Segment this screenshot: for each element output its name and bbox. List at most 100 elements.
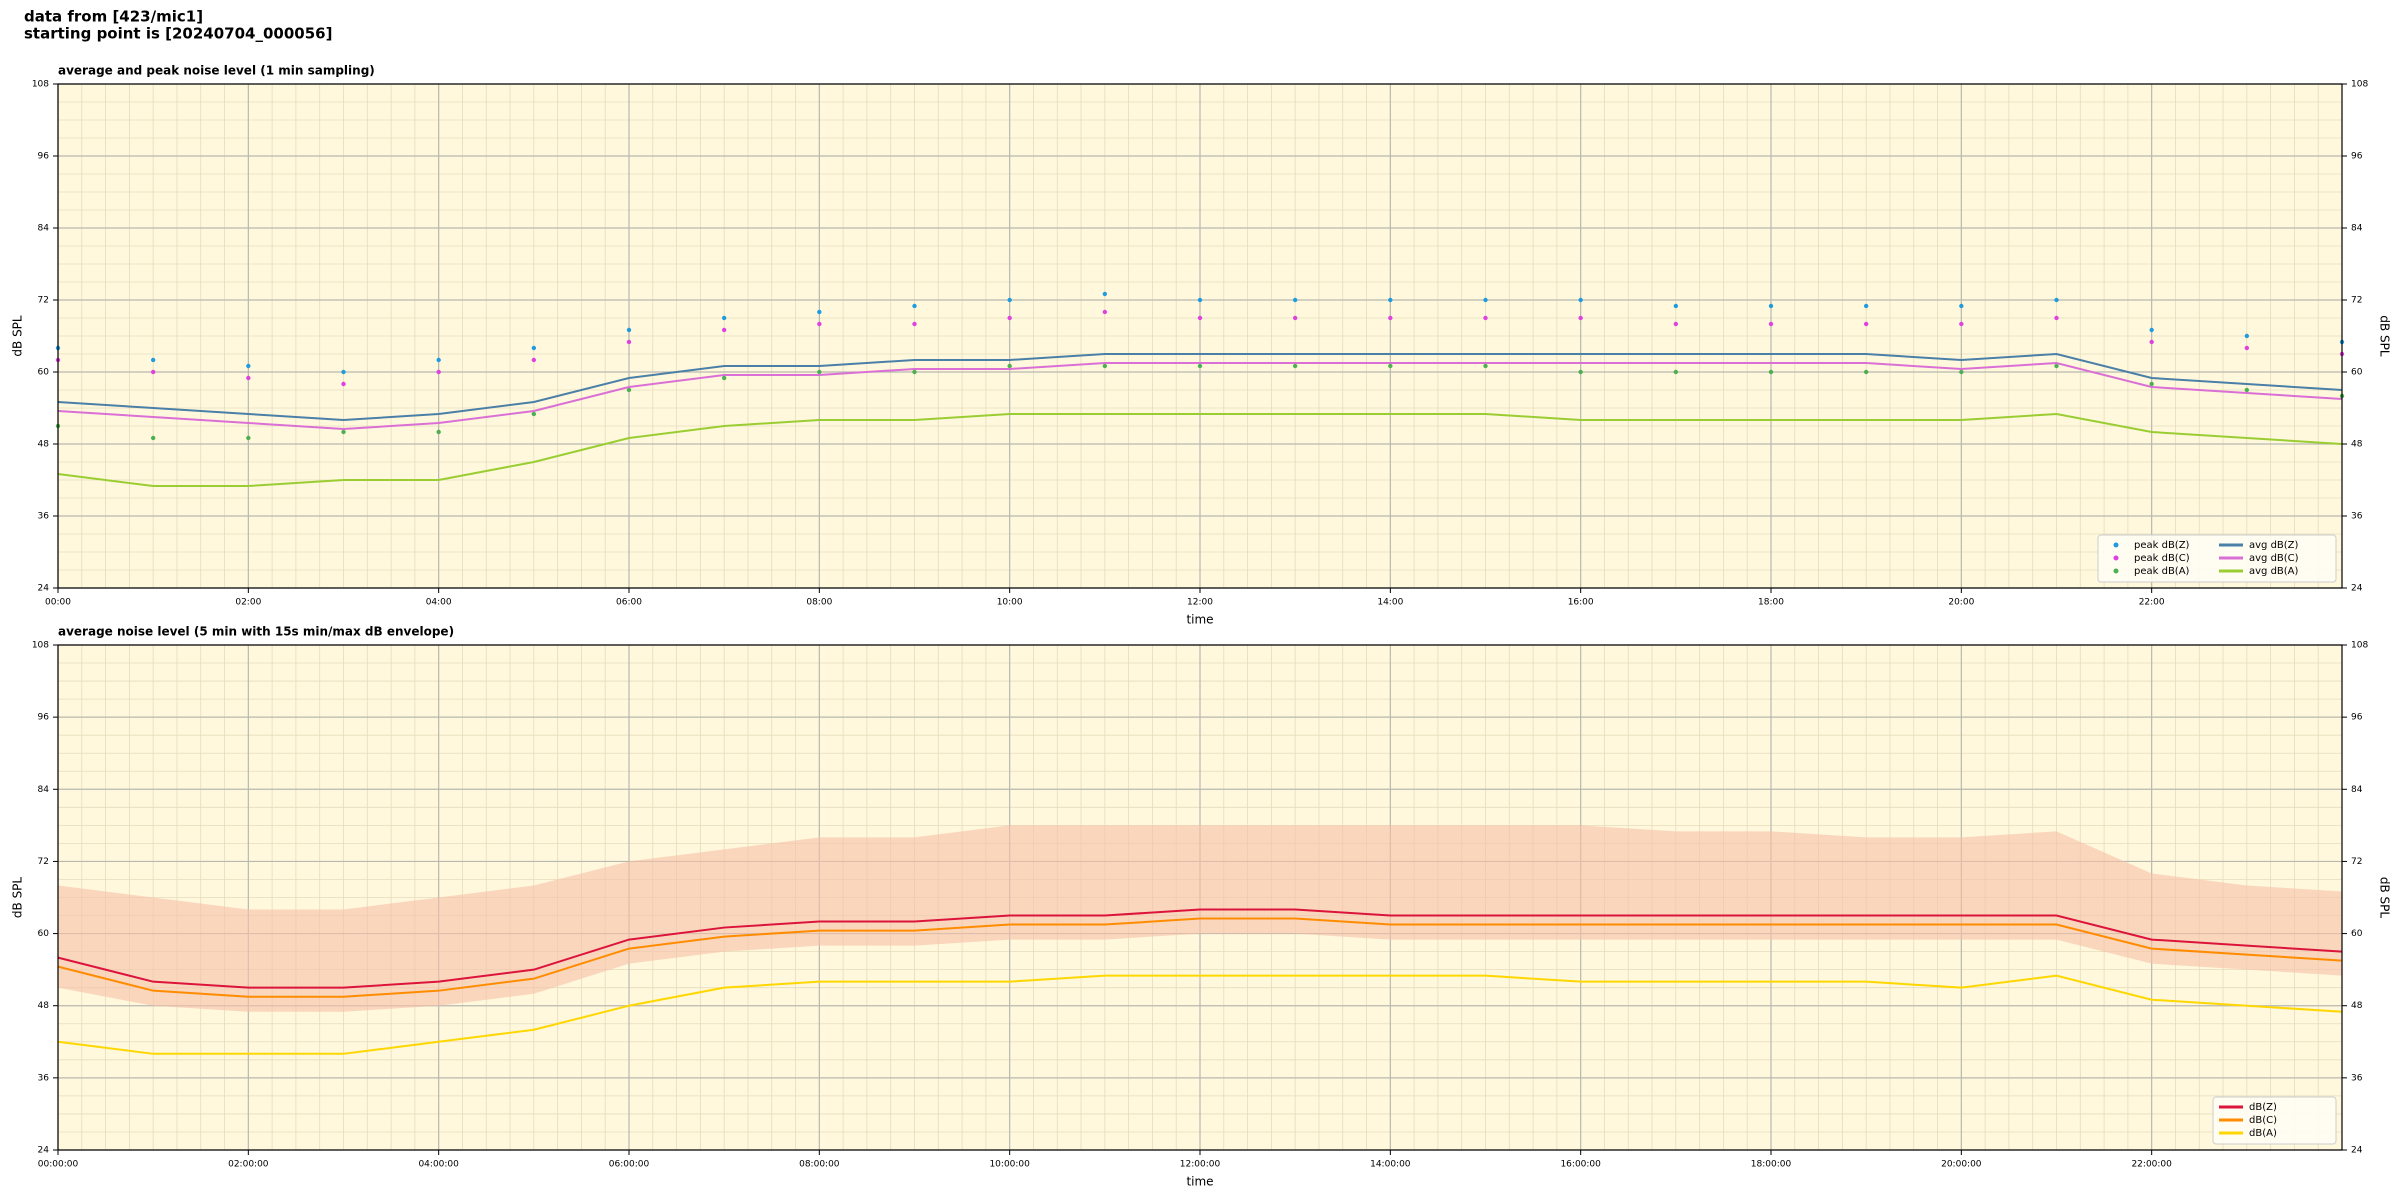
y-tick-label: 36 (38, 512, 50, 522)
peak-point (2244, 387, 2250, 393)
peak-point (1388, 363, 1393, 369)
peak-point (531, 357, 537, 363)
y-tick-label: 108 (32, 80, 49, 90)
x-tick-label: 06:00:00 (609, 1160, 650, 1170)
peak-point (1007, 297, 1012, 303)
series-line (57, 917, 2343, 998)
x-tick-label: 02:00 (235, 598, 261, 608)
x-tick-label: 00:00 (45, 598, 71, 608)
y2-tick-label: 48 (2351, 1001, 2363, 1011)
legend-label: avg dB(C) (2249, 553, 2299, 564)
header-line: data from [423/mic1] (24, 8, 203, 26)
x-tick-label: 08:00 (806, 598, 832, 608)
y-tick-label: 96 (38, 713, 50, 723)
peak-point (2244, 345, 2250, 351)
peak-point (1673, 303, 1679, 309)
peak-point (531, 411, 537, 417)
peak-point (626, 339, 632, 345)
peak-point (1768, 303, 1774, 309)
x-tick-label: 20:00 (1948, 598, 1974, 608)
x-tick-label: 14:00:00 (1370, 1160, 1411, 1170)
peak-point (1768, 369, 1774, 375)
y2-tick-label: 36 (2351, 1073, 2363, 1083)
series-line (57, 974, 2343, 1055)
peak-point (1197, 363, 1203, 369)
x-tick-label: 18:00:00 (1751, 1160, 1792, 1170)
x-tick-label: 22:00:00 (2131, 1160, 2172, 1170)
legend-label: peak dB(A) (2134, 566, 2190, 577)
peak-point (626, 327, 632, 333)
peak-point (1959, 369, 1964, 375)
peak-point (150, 435, 156, 441)
legend-marker (2113, 542, 2119, 548)
peak-point (1483, 363, 1488, 369)
peak-point (817, 369, 822, 375)
x-tick-label: 10:00 (997, 598, 1023, 608)
y2-axis-label: dB SPL (2378, 315, 2392, 357)
x-axis-label: time (1186, 1175, 1213, 1189)
peak-point (1578, 369, 1583, 375)
x-tick-label: 20:00:00 (1941, 1160, 1982, 1170)
peak-point (817, 321, 822, 327)
peak-point (2244, 333, 2250, 339)
peak-point (1673, 321, 1679, 327)
peak-point (1102, 309, 1108, 315)
legend-label: peak dB(C) (2134, 553, 2190, 564)
peak-point (817, 309, 822, 315)
y-tick-label: 84 (38, 224, 50, 234)
y-tick-label: 108 (32, 641, 49, 651)
y-axis-label: dB SPL (11, 315, 25, 357)
y-tick-label: 72 (38, 296, 49, 306)
series-line (57, 361, 2343, 431)
x-tick-label: 00:00:00 (38, 1160, 79, 1170)
y-tick-label: 72 (38, 857, 49, 867)
peak-point (341, 381, 346, 387)
x-tick-label: 18:00 (1758, 598, 1784, 608)
y2-tick-label: 48 (2351, 440, 2363, 450)
peak-point (1673, 369, 1679, 375)
y-tick-label: 24 (38, 584, 50, 594)
y-tick-label: 48 (38, 1001, 50, 1011)
plot-frame (57, 644, 2343, 1151)
legend-label: dB(C) (2249, 1115, 2277, 1126)
x-tick-label: 16:00 (1568, 598, 1594, 608)
peak-point (246, 435, 251, 441)
x-tick-label: 12:00:00 (1180, 1160, 1221, 1170)
peak-point (2149, 327, 2154, 333)
peak-point (1863, 369, 1869, 375)
peak-point (1007, 363, 1012, 369)
y2-tick-label: 72 (2351, 296, 2362, 306)
y-tick-label: 60 (38, 368, 50, 378)
y-tick-label: 96 (38, 152, 50, 162)
peak-point (436, 429, 441, 435)
y2-tick-label: 96 (2351, 713, 2363, 723)
y-tick-label: 48 (38, 440, 50, 450)
peak-point (2149, 381, 2154, 387)
x-tick-label: 10:00:00 (989, 1160, 1030, 1170)
peak-point (626, 387, 632, 393)
x-tick-label: 04:00:00 (418, 1160, 459, 1170)
y2-tick-label: 84 (2351, 785, 2363, 795)
legend-box (2097, 534, 2337, 583)
y-tick-label: 60 (38, 929, 50, 939)
peak-point (2149, 339, 2154, 345)
peak-point (341, 369, 346, 375)
y2-tick-label: 84 (2351, 224, 2363, 234)
peak-point (721, 315, 727, 321)
peak-point (1292, 297, 1298, 303)
peak-point (1388, 315, 1393, 321)
x-tick-label: 22:00 (2139, 598, 2165, 608)
peak-point (1863, 303, 1869, 309)
peak-point (1292, 315, 1298, 321)
legend-label: peak dB(Z) (2134, 540, 2190, 551)
peak-point (2054, 363, 2059, 369)
x-axis-label: time (1186, 613, 1213, 627)
legend-label: avg dB(A) (2249, 566, 2299, 577)
peak-point (1959, 321, 1964, 327)
peak-point (1388, 297, 1393, 303)
x-tick-label: 08:00:00 (799, 1160, 840, 1170)
legend-marker (2113, 555, 2119, 561)
peak-point (1578, 297, 1583, 303)
peak-point (150, 357, 156, 363)
x-tick-label: 06:00 (616, 598, 642, 608)
